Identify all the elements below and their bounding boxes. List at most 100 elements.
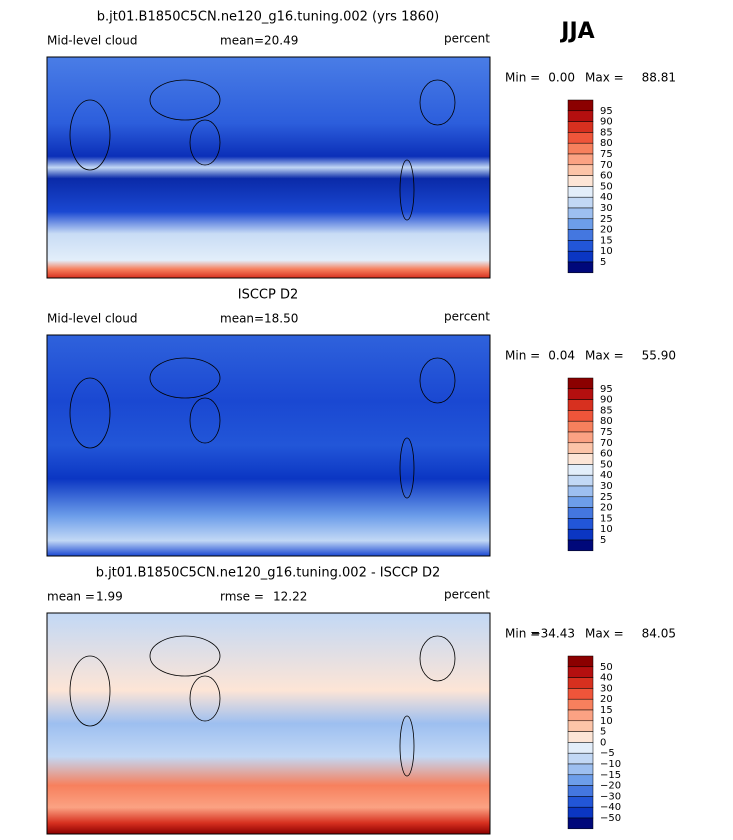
coastline — [69, 655, 111, 727]
colorbar-box — [567, 752, 594, 765]
colorbar-box — [567, 688, 594, 700]
min-label: Min = — [505, 627, 540, 641]
colorbar-label: 85 — [600, 127, 613, 138]
map — [46, 56, 491, 279]
colorbar-label: −20 — [600, 781, 621, 792]
max-value: 88.81 — [642, 71, 676, 85]
map — [46, 612, 491, 835]
mean-value: 20.49 — [264, 34, 298, 48]
colorbar-box — [567, 496, 594, 508]
colorbar-label: 90 — [600, 117, 613, 128]
colorbar-box — [567, 153, 594, 166]
coastline — [399, 437, 415, 499]
colorbar-label: 10 — [600, 524, 613, 535]
colorbar-box — [567, 250, 594, 263]
colorbar-box — [567, 410, 594, 422]
colorbar-label: −40 — [600, 802, 621, 813]
colorbar-label: 40 — [600, 192, 613, 203]
colorbar-box — [567, 677, 594, 689]
colorbar-label: 20 — [600, 503, 613, 514]
colorbar-label: 70 — [600, 160, 613, 171]
coastline — [419, 357, 456, 404]
colorbar-label: −15 — [600, 770, 621, 781]
colorbar-label: 5 — [600, 257, 606, 268]
colorbar-box — [567, 666, 594, 678]
colorbar-box — [567, 817, 594, 830]
colorbar-box — [567, 121, 594, 133]
colorbar-label: 30 — [600, 481, 613, 492]
variable-label: Mid-level cloud — [47, 34, 137, 48]
max-label: Max = — [585, 349, 624, 363]
colorbar-label: −10 — [600, 759, 621, 770]
colorbar-box — [567, 796, 594, 808]
units: percent — [444, 588, 490, 602]
mean-label: mean = — [47, 590, 95, 604]
coastline — [189, 675, 221, 722]
colorbar-label: 10 — [600, 246, 613, 257]
colorbar-box — [567, 453, 594, 465]
colorbar-label: −5 — [600, 748, 615, 759]
colorbar-box — [567, 539, 594, 552]
coastline — [399, 715, 415, 777]
colorbar-box — [567, 110, 594, 122]
colorbar-box — [567, 99, 594, 112]
mean-label: mean= — [220, 312, 264, 326]
coastline — [69, 99, 111, 171]
min-value: 0.00 — [548, 71, 575, 85]
colorbar-label: 30 — [600, 683, 613, 694]
coastline — [189, 119, 221, 166]
coastline — [419, 635, 456, 682]
colorbar-box — [567, 720, 594, 732]
colorbar-box — [567, 261, 594, 274]
colorbar-label: 80 — [600, 416, 613, 427]
colorbar-label: 20 — [600, 694, 613, 705]
colorbar-box — [567, 196, 594, 209]
colorbar-box — [567, 240, 594, 252]
colorbar-label: 75 — [600, 149, 613, 160]
colorbar-box — [567, 806, 594, 819]
coastline — [69, 377, 111, 449]
colorbar-label: 60 — [600, 449, 613, 460]
coastline — [399, 159, 415, 221]
colorbar-box — [567, 132, 594, 144]
colorbar-box — [567, 399, 594, 411]
units: percent — [444, 310, 490, 324]
colorbar-label: 15 — [600, 235, 613, 246]
colorbar-label: 15 — [600, 705, 613, 716]
mean-label: mean= — [220, 34, 264, 48]
colorbar-box — [567, 507, 594, 519]
coastline — [419, 79, 456, 126]
colorbar-label: 25 — [600, 214, 613, 225]
colorbar-label: 0 — [600, 737, 606, 748]
colorbar-box — [567, 218, 594, 230]
colorbar-label: 20 — [600, 225, 613, 236]
min-value: −34.43 — [531, 627, 575, 641]
colorbar-label: 85 — [600, 405, 613, 416]
colorbar-label: −50 — [600, 813, 621, 824]
panel-title: b.jt01.B1850C5CN.ne120_g16.tuning.002 - … — [96, 566, 441, 581]
colorbar-box — [567, 229, 594, 241]
colorbar-box — [567, 655, 594, 668]
max-label: Max = — [585, 71, 624, 85]
colorbar-label: 60 — [600, 171, 613, 182]
colorbar-box — [567, 774, 594, 786]
colorbar-box — [567, 731, 594, 743]
mean-value: 1.99 — [96, 590, 123, 604]
mean-value: 18.50 — [264, 312, 298, 326]
colorbar-box — [567, 709, 594, 722]
coastline — [189, 397, 221, 444]
colorbar-box — [567, 186, 594, 198]
coastline — [149, 79, 221, 121]
colorbar-box — [567, 164, 594, 176]
colorbar-box — [567, 474, 594, 487]
colorbar-label: 30 — [600, 203, 613, 214]
colorbar-label: 90 — [600, 395, 613, 406]
min-label: Min = — [505, 71, 540, 85]
colorbar-label: 50 — [600, 181, 613, 192]
min-label: Min = — [505, 349, 540, 363]
rmse-value: 12.22 — [273, 590, 307, 604]
rmse-label: rmse = — [220, 590, 264, 604]
panel-title: ISCCP D2 — [238, 288, 299, 303]
colorbar-label: 40 — [600, 470, 613, 481]
colorbar-box — [567, 377, 594, 390]
